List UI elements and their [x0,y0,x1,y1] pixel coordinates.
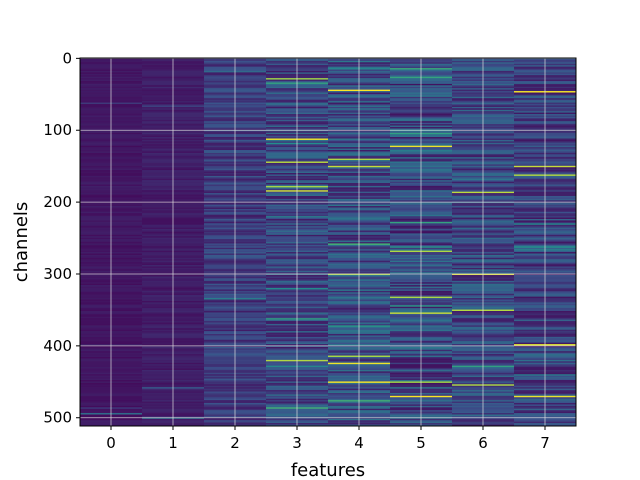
x-tick-label: 1 [168,434,178,452]
x-tick-label: 4 [354,434,364,452]
y-axis-ticks: 0 100 200 300 400 500 [43,49,80,426]
heatmap-cells [80,58,576,426]
y-tick-label: 0 [62,49,72,67]
x-tick-label: 3 [292,434,302,452]
y-tick-label: 400 [43,337,72,355]
x-tick-label: 6 [478,434,488,452]
y-tick-label: 300 [43,265,72,283]
y-tick-label: 100 [43,121,72,139]
x-tick-label: 7 [540,434,550,452]
x-tick-label: 0 [106,434,116,452]
y-tick-label: 500 [43,409,72,427]
x-axis-ticks: 0 1 2 3 4 5 6 7 [106,426,550,452]
y-axis-label: channels [11,202,32,283]
x-tick-label: 5 [416,434,426,452]
y-tick-label: 200 [43,193,72,211]
x-tick-label: 2 [230,434,240,452]
x-axis-label: features [291,460,365,480]
